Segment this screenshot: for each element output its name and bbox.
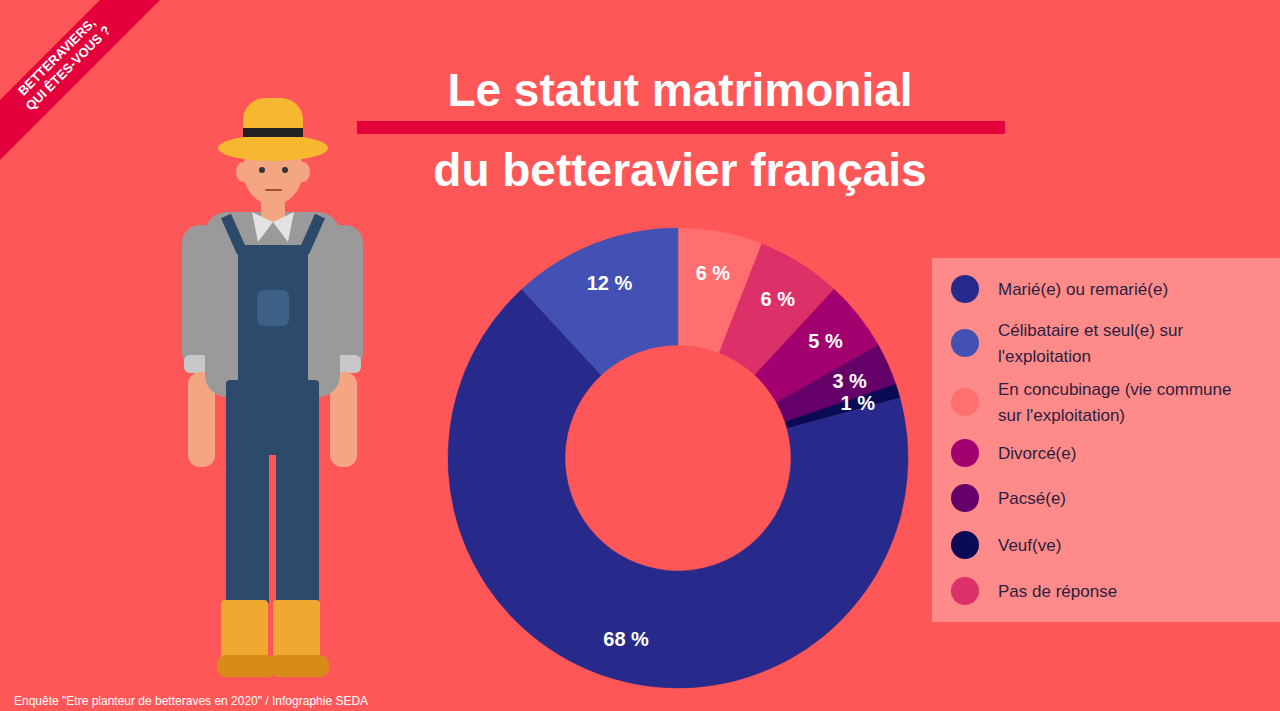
legend-swatch (951, 329, 979, 357)
legend-label: Pacsé(e) (998, 489, 1066, 508)
collar (273, 212, 294, 242)
legend-label: Marié(e) ou remarié(e) (998, 280, 1168, 299)
boot (221, 600, 268, 662)
title: Le statut matrimonialdu betteravier fran… (433, 64, 926, 196)
legend-label: Veuf(ve) (998, 536, 1061, 555)
data-label: 6 % (696, 262, 731, 284)
legend-label: Pas de réponse (998, 582, 1117, 601)
eye (282, 167, 288, 173)
legend: Marié(e) ou remarié(e) Célibataire et seu… (951, 275, 1231, 605)
farmer-illustration (182, 98, 363, 677)
boot-sole (269, 655, 329, 677)
legend-swatch (951, 439, 979, 467)
overalls-bib (238, 245, 308, 395)
slice (522, 228, 678, 375)
collar (252, 212, 273, 242)
hat-crown (243, 98, 303, 150)
eye (259, 167, 265, 173)
pocket (257, 290, 289, 326)
shirt (205, 212, 340, 397)
legend-label: Célibataire et seul(e) surl'exploitation (998, 321, 1184, 366)
boot-sole (217, 655, 277, 677)
data-label: 5 % (808, 330, 843, 352)
strap (304, 216, 320, 252)
legend-label: Divorcé(e) (998, 444, 1076, 463)
data-labels: 6 % 6 % 5 % 3 %1 % 68 % 12 % (587, 262, 876, 649)
ribbon-text: BETTERAVIERS,QUI ÊTES-VOUS ? (11, 11, 113, 113)
background (0, 0, 1280, 711)
overalls-leg (276, 440, 319, 605)
legend-swatch (951, 275, 979, 303)
boot (273, 600, 320, 662)
donut (448, 228, 908, 688)
data-label: 12 % (587, 272, 633, 294)
legend-swatch (951, 388, 979, 416)
data-label: 3 % (832, 370, 867, 392)
mouth (266, 189, 281, 191)
legend-box (932, 258, 1280, 622)
hat-band (243, 128, 303, 137)
slice (448, 289, 908, 688)
legend-swatch (951, 531, 979, 559)
title-underline (357, 121, 1005, 134)
data-label: 68 % (603, 628, 649, 650)
ribbon (0, 0, 160, 160)
strap (226, 216, 242, 252)
source: Enquête "Etre planteur de betteraves en … (14, 694, 368, 708)
data-label: 6 % (761, 288, 796, 310)
data-label: 1 % (841, 392, 876, 414)
legend-label: En concubinage (vie communesur l'exploit… (998, 380, 1231, 425)
legend-swatch (951, 484, 979, 512)
chart: BETTERAVIERS,QUI ÊTES-VOUS ? Le statut ma… (0, 0, 1280, 711)
overalls-leg (226, 440, 269, 605)
legend-swatch (951, 577, 979, 605)
